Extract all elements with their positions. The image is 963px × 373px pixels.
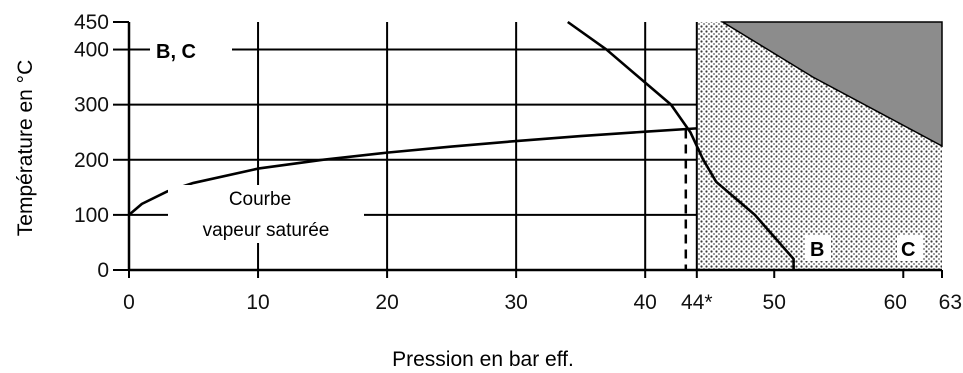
- region-b-label-background: [805, 235, 831, 261]
- region-b-label: B: [810, 239, 824, 261]
- x-tick-label: 0: [123, 291, 135, 314]
- y-tick-label: 200: [74, 149, 109, 172]
- curve-label-background: [168, 185, 364, 243]
- shaded-regions: [696, 21, 943, 270]
- curve-label-line2: vapeur saturée: [203, 220, 330, 241]
- x-axis-title: Pression en bar eff.: [392, 348, 574, 371]
- y-axis-title: Température en °C: [14, 60, 37, 236]
- x-tick-label: 63: [939, 291, 962, 314]
- x-tick-label: 20: [375, 291, 398, 314]
- x-tick-label: 10: [246, 291, 269, 314]
- x-tick-label: 60: [884, 291, 907, 314]
- y-tick-label: 100: [74, 204, 109, 227]
- x-tick-label: 40: [634, 291, 657, 314]
- y-tick-label: 300: [74, 94, 109, 117]
- region-c-label-background: [897, 235, 923, 261]
- y-tick-label: 0: [97, 259, 109, 282]
- tick-labels: 0 10 20 30 40 44* 50 60 63 0 100 200 300 400 450: [74, 11, 962, 314]
- series-lines: [128, 20, 795, 270]
- series-line-0: [128, 127, 697, 216]
- region-c-gray: [719, 21, 943, 148]
- series-line-1: [567, 20, 795, 270]
- y-tick-label: 400: [74, 39, 109, 62]
- y-tick-label: 450: [74, 11, 109, 34]
- x-tick-label: 50: [763, 291, 786, 314]
- x-tick-label: 30: [504, 291, 527, 314]
- curve-label-line1: Courbe: [229, 189, 291, 210]
- label-bc-background: [150, 35, 232, 65]
- x-tick-label: 44*: [681, 291, 713, 314]
- region-c-label: C: [901, 239, 915, 261]
- label-b-c: B, C: [156, 41, 196, 63]
